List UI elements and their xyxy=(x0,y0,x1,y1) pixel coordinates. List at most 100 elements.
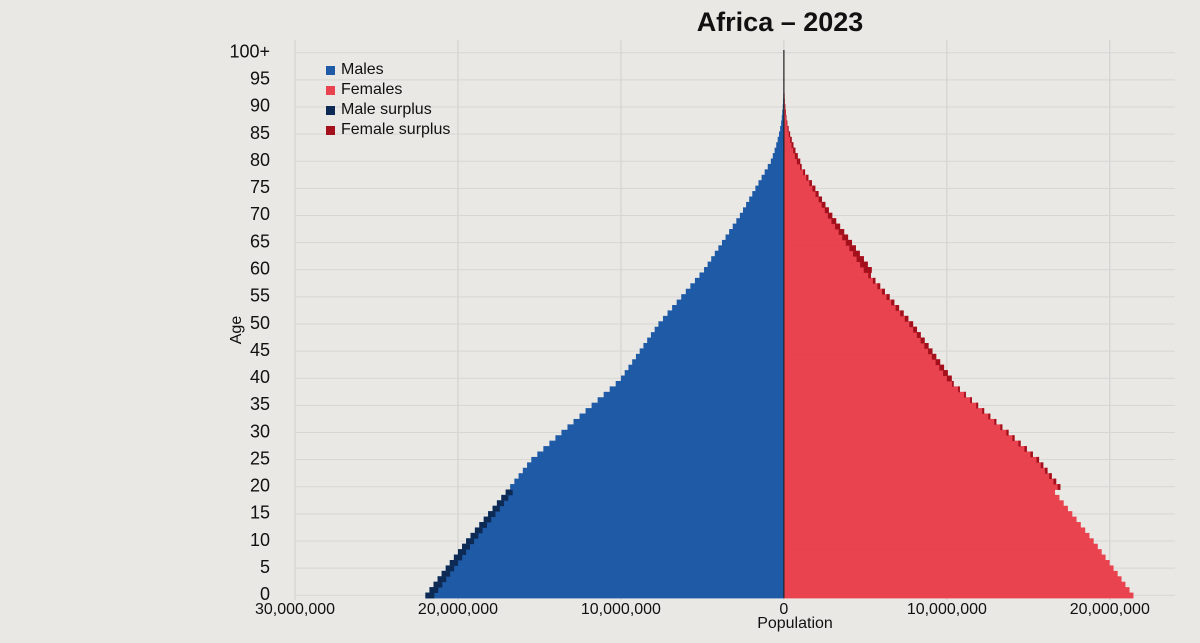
bar xyxy=(492,505,784,512)
surplus-bar xyxy=(449,560,459,566)
surplus-bar xyxy=(916,332,921,338)
bar xyxy=(783,326,918,333)
bar xyxy=(518,473,784,480)
y-tick-label: 65 xyxy=(250,231,270,251)
bar xyxy=(783,153,798,159)
bar xyxy=(699,272,784,279)
bar xyxy=(783,370,948,376)
legend-label: Males xyxy=(341,61,384,78)
bar xyxy=(783,522,1081,528)
surplus-bar xyxy=(806,174,809,181)
y-tick-label: 95 xyxy=(250,69,270,89)
bar xyxy=(783,234,849,241)
bar xyxy=(783,505,1068,512)
surplus-bar xyxy=(900,310,904,317)
bar xyxy=(643,342,784,349)
surplus-bar xyxy=(924,342,929,349)
bar xyxy=(585,408,784,414)
bar xyxy=(772,153,784,159)
bar xyxy=(579,413,784,420)
bar xyxy=(783,142,794,149)
bar xyxy=(615,380,784,387)
bar xyxy=(714,250,784,257)
surplus-bar xyxy=(488,511,496,518)
bar xyxy=(783,109,787,116)
bar xyxy=(662,315,784,322)
surplus-bar xyxy=(943,370,948,376)
bar xyxy=(783,196,823,203)
surplus-bar xyxy=(457,549,467,555)
bar xyxy=(783,201,826,208)
bar xyxy=(783,272,871,279)
bar xyxy=(783,364,945,371)
bar xyxy=(783,315,909,322)
bar xyxy=(783,332,921,338)
bar xyxy=(783,473,1052,480)
bar xyxy=(783,527,1086,534)
bar xyxy=(437,576,784,583)
bar xyxy=(783,429,1009,436)
bar xyxy=(783,554,1106,561)
bar xyxy=(783,565,1114,572)
y-tick-label: 40 xyxy=(250,367,270,387)
bar xyxy=(632,359,784,366)
x-tick-label: 10,000,000 xyxy=(907,601,987,618)
surplus-bar xyxy=(821,201,826,208)
bar xyxy=(774,147,784,154)
surplus-bar xyxy=(786,120,788,127)
surplus-bar xyxy=(815,191,819,197)
bar xyxy=(783,516,1077,523)
surplus-bar xyxy=(868,272,871,279)
bar xyxy=(514,478,784,485)
y-tick-label: 100+ xyxy=(229,41,270,61)
bar xyxy=(783,570,1118,577)
bar xyxy=(522,467,784,474)
surplus-bar xyxy=(433,581,443,588)
surplus-bar xyxy=(860,261,868,268)
bar xyxy=(445,565,784,572)
bar xyxy=(725,234,784,241)
bar xyxy=(783,125,789,132)
bar xyxy=(783,413,991,420)
surplus-bar xyxy=(505,489,513,496)
surplus-bar xyxy=(437,576,447,583)
bar xyxy=(609,386,784,393)
bar xyxy=(783,402,979,409)
bar xyxy=(783,576,1122,583)
surplus-bar xyxy=(1024,446,1027,452)
bar xyxy=(777,136,784,143)
surplus-bar xyxy=(466,538,475,545)
surplus-bar xyxy=(920,337,925,344)
surplus-bar xyxy=(970,397,972,404)
surplus-bar xyxy=(909,321,914,328)
surplus-bar xyxy=(800,163,802,170)
surplus-bar xyxy=(964,391,966,398)
bar xyxy=(501,494,784,501)
bar xyxy=(783,592,1134,599)
bar xyxy=(457,549,784,555)
surplus-bar xyxy=(886,294,890,300)
bar xyxy=(462,543,784,550)
surplus-bar xyxy=(891,299,895,306)
legend-label: Male surplus xyxy=(341,101,432,118)
surplus-bar xyxy=(474,527,483,534)
surplus-bar xyxy=(856,256,864,263)
surplus-bar xyxy=(849,245,856,252)
bar xyxy=(783,359,941,366)
y-tick-label: 60 xyxy=(250,258,270,278)
bar xyxy=(654,326,784,333)
bar xyxy=(650,332,784,338)
surplus-bar xyxy=(994,418,997,425)
surplus-bar xyxy=(952,380,954,387)
y-tick-label: 30 xyxy=(250,421,270,441)
legend-swatch xyxy=(326,106,335,115)
bar xyxy=(783,104,786,111)
surplus-bar xyxy=(483,516,492,523)
bar xyxy=(603,391,784,398)
y-tick-label: 80 xyxy=(250,150,270,170)
surplus-bar xyxy=(835,223,841,230)
x-tick-label: 30,000,000 xyxy=(255,601,335,618)
bar xyxy=(496,500,784,507)
bar xyxy=(783,207,829,214)
y-axis-label: Age xyxy=(228,316,245,345)
